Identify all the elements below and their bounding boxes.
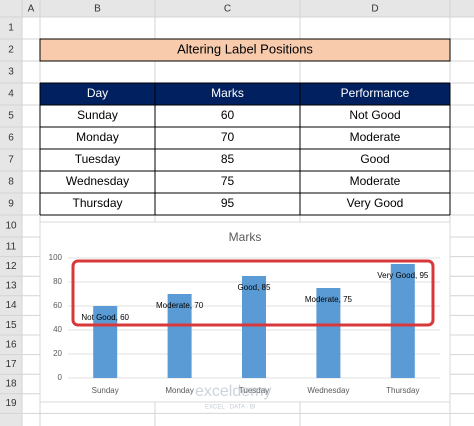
table-cell: Moderate: [350, 130, 401, 144]
row-header: 13: [5, 281, 17, 292]
table-cell: Moderate: [350, 174, 401, 188]
title: Altering Label Positions: [177, 41, 313, 56]
row-header: 11: [6, 241, 17, 252]
y-tick-label: 60: [53, 301, 62, 310]
chart-title: Marks: [229, 230, 262, 244]
highlight-box: [71, 259, 435, 327]
table-cell: Sunday: [77, 108, 118, 122]
table-cell: Very Good: [347, 196, 404, 210]
row-header: 3: [8, 67, 14, 78]
y-tick-label: 80: [53, 277, 62, 286]
column-header: A: [28, 4, 35, 15]
table-cell: 95: [221, 196, 235, 210]
row-header: 10: [5, 221, 17, 232]
x-tick-label: Monday: [165, 386, 193, 395]
row-header: 8: [8, 177, 14, 188]
y-tick-label: 100: [49, 253, 63, 262]
bar: [316, 288, 341, 378]
table-cell: 70: [221, 130, 235, 144]
watermark: exceldemy: [195, 383, 271, 400]
watermark-tagline: EXCEL · DATA · BI: [205, 405, 256, 411]
data-label: Not Good, 60: [81, 313, 129, 322]
table-cell: 75: [221, 174, 235, 188]
row-header: 5: [8, 111, 14, 122]
data-label: Good, 85: [238, 283, 271, 292]
row-header: 16: [5, 339, 17, 350]
table-cell: Not Good: [349, 108, 400, 122]
bar: [167, 294, 192, 378]
bar: [242, 276, 266, 378]
title-cell: [39, 38, 451, 62]
column-header: B: [94, 4, 101, 15]
row-header-bar: [0, 0, 22, 426]
y-tick-label: 40: [53, 325, 62, 334]
x-tick-label: Wednesday: [307, 386, 349, 395]
row-header: 4: [8, 89, 14, 100]
table-header: Performance: [341, 86, 410, 100]
bar: [390, 264, 415, 378]
data-label: Moderate, 70: [156, 301, 204, 310]
table-cell: 85: [221, 152, 235, 166]
table-cell: Monday: [76, 130, 119, 144]
table-cell: 60: [221, 108, 235, 122]
table-cell: Thursday: [72, 196, 122, 210]
row-header: 1: [8, 23, 14, 34]
row-header: 7: [8, 155, 14, 166]
bar: [93, 306, 118, 378]
table-cell: Wednesday: [66, 174, 129, 188]
table-header: Day: [87, 86, 108, 100]
column-header: C: [224, 4, 231, 15]
row-header: 18: [5, 379, 17, 390]
header-bar: [0, 0, 474, 17]
y-tick-label: 20: [53, 349, 62, 358]
row-header: 6: [8, 133, 14, 144]
x-tick-label: Tuesday: [239, 386, 269, 395]
x-tick-label: Sunday: [92, 386, 119, 395]
row-header: 17: [5, 359, 17, 370]
data-label: Moderate, 75: [305, 295, 353, 304]
column-header: D: [371, 4, 378, 15]
y-tick-label: 0: [58, 373, 63, 382]
table-cell: Good: [360, 152, 389, 166]
row-header: 2: [8, 45, 14, 56]
row-header: 19: [5, 398, 17, 409]
row-header: 12: [5, 261, 17, 272]
table-cell: Tuesday: [75, 152, 121, 166]
x-tick-label: Thursday: [386, 386, 419, 395]
row-header: 14: [5, 300, 17, 311]
table-header-bg: [40, 83, 450, 105]
row-header: 15: [5, 320, 17, 331]
table-header: Marks: [211, 86, 244, 100]
row-header: 9: [8, 199, 14, 210]
data-label: Very Good, 95: [377, 271, 429, 280]
